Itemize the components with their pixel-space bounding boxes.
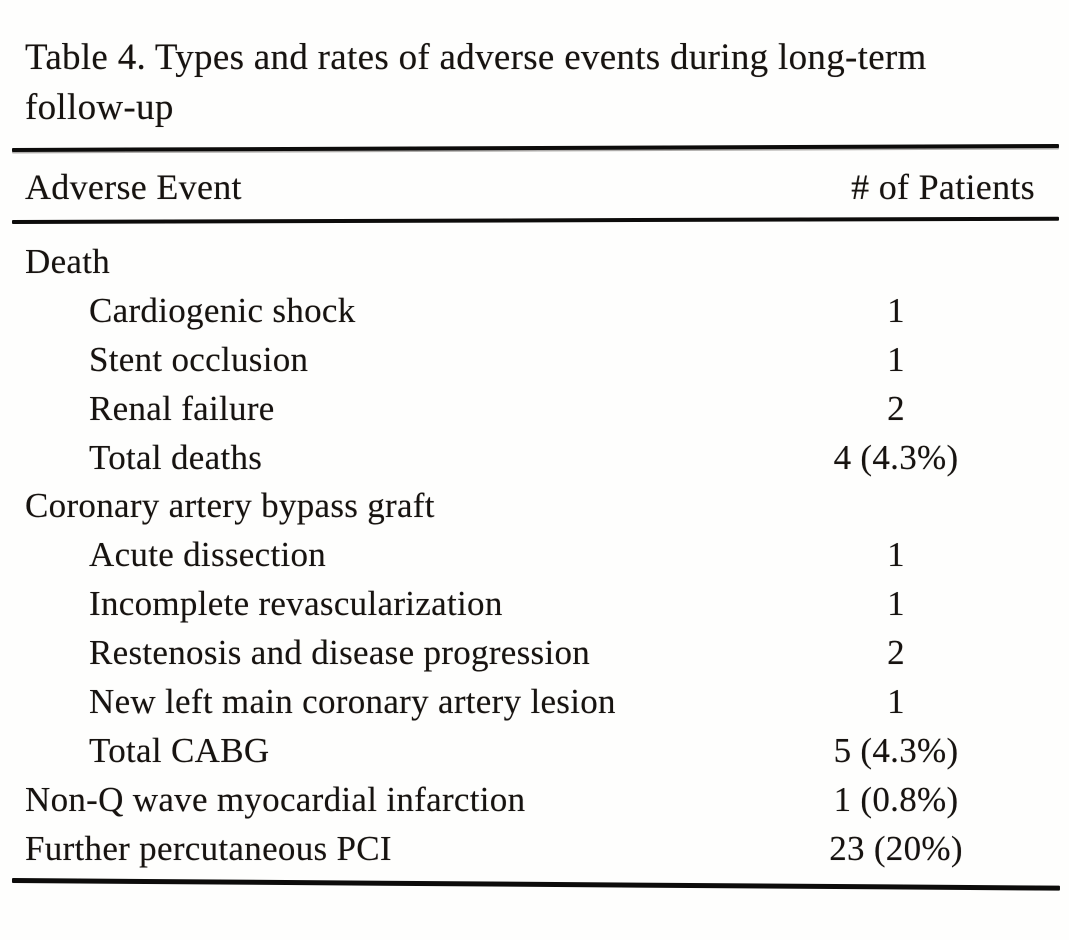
row-label: Total deaths: [89, 437, 263, 477]
row-value: 5 (4.3%): [833, 730, 959, 770]
table-row: Coronary artery bypass graft: [25, 482, 1045, 531]
row-value: 1: [887, 290, 905, 330]
row-value: 23 (20%): [829, 828, 963, 868]
table-row: Total CABG 5 (4.3%): [25, 727, 1045, 776]
row-label: Death: [25, 242, 111, 281]
table-row: Acute dissection 1: [25, 531, 1045, 580]
row-label: Stent occlusion: [89, 339, 309, 379]
row-label: Restenosis and disease progression: [89, 633, 591, 673]
table-caption-line2: follow-up: [25, 87, 174, 128]
table-row: Total deaths 4 (4.3%): [25, 434, 1045, 483]
header-divider-rule: [11, 216, 1060, 224]
column-header-adverse-event: Adverse Event: [25, 167, 242, 207]
row-label: Incomplete revascularization: [89, 584, 503, 624]
top-rule: [11, 143, 1060, 152]
row-label: Cardiogenic shock: [89, 290, 356, 330]
table-header-row: Adverse Event # of Patients: [25, 162, 1039, 212]
row-label: Non-Q wave myocardial infarction: [25, 779, 526, 819]
table-row: Cardiogenic shock 1: [25, 287, 1045, 336]
row-value: 1: [887, 535, 905, 575]
row-label: Further percutaneous PCI: [25, 828, 392, 868]
row-value: 1: [887, 682, 905, 722]
row-label: Total CABG: [89, 730, 270, 770]
table-row: New left main coronary artery lesion 1: [25, 678, 1045, 727]
row-value: 2: [887, 388, 905, 428]
row-label: Acute dissection: [89, 535, 327, 575]
row-value: 1 (0.8%): [833, 779, 959, 819]
row-value: 1: [887, 584, 905, 624]
table-caption-line1: Table 4. Types and rates of adverse even…: [25, 37, 927, 78]
bottom-rule: [11, 878, 1060, 891]
row-value: 2: [887, 633, 905, 673]
row-label: New left main coronary artery lesion: [89, 682, 616, 722]
row-value: 1: [887, 339, 905, 379]
table-row: Death: [25, 238, 1045, 287]
table-row: Stent occlusion 1: [25, 336, 1045, 385]
table-row: Further percutaneous PCI 23 (20%): [25, 825, 1045, 874]
table-row: Restenosis and disease progression 2: [25, 629, 1045, 678]
table-row: Renal failure 2: [25, 385, 1045, 434]
table-caption: Table 4. Types and rates of adverse even…: [25, 33, 1037, 133]
row-label: Coronary artery bypass graft: [25, 486, 435, 526]
column-header-patients: # of Patients: [851, 167, 1035, 207]
table-body: Death Cardiogenic shock 1 Stent occlusio…: [25, 238, 1045, 874]
row-label: Renal failure: [89, 388, 275, 428]
table-row: Incomplete revascularization 1: [25, 580, 1045, 629]
table-row: Non-Q wave myocardial infarction 1 (0.8%…: [25, 776, 1045, 825]
row-value: 4 (4.3%): [833, 437, 959, 477]
